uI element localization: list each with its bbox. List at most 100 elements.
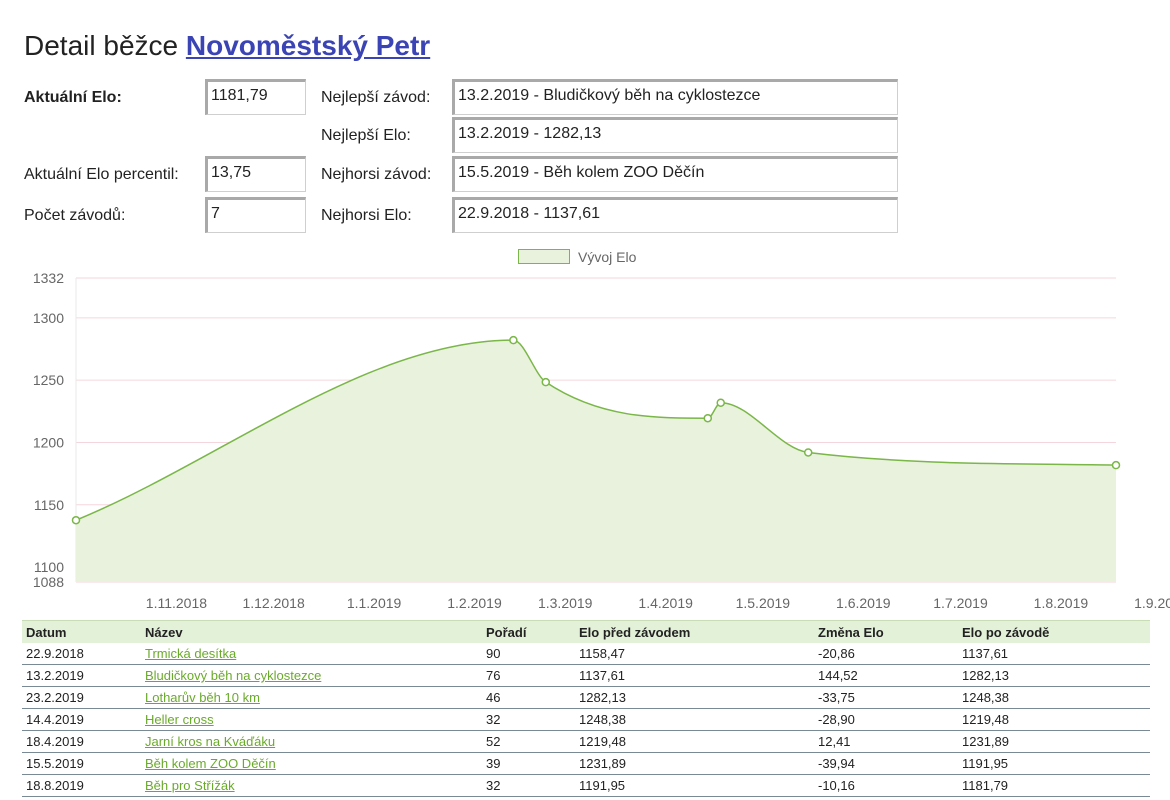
table-cell: 15.5.2019 <box>22 752 141 775</box>
x-tick-label: 1.12.2018 <box>242 595 304 611</box>
page-title: Detail běžce Novoměstský Petr <box>24 30 430 62</box>
table-cell: 76 <box>482 664 575 687</box>
race-name-cell: Běh pro Střížák <box>141 774 482 797</box>
y-tick-label: 1150 <box>34 497 64 513</box>
table-row: 22.9.2018 Trmická desítka 90 1158,47 -20,86 1… <box>22 643 1150 665</box>
x-tick-label: 1.1.2019 <box>347 595 402 611</box>
title-prefix: Detail běžce <box>24 30 179 61</box>
race-name-cell: Běh kolem ZOO Děčín <box>141 752 482 775</box>
table-cell: 22.9.2018 <box>22 643 141 665</box>
table-row: 18.8.2019 Běh pro Střížák 32 1191,95 -10,16 1… <box>22 774 1150 797</box>
table-cell: 32 <box>482 708 575 731</box>
table-cell: 1191,95 <box>958 752 1150 775</box>
table-cell: -28,90 <box>814 708 958 731</box>
column-header: Název <box>141 620 482 643</box>
elo-point <box>541 377 551 387</box>
race-table: Datum Název Pořadí Elo před závodem Změna El… <box>22 620 1150 797</box>
y-tick-label: 1250 <box>33 372 64 388</box>
table-cell: 1158,47 <box>575 643 814 665</box>
best-race-label: Nejlepší závod: <box>321 89 431 106</box>
race-link[interactable]: Běh pro Střížák <box>145 778 235 793</box>
table-row: 23.2.2019 Lotharův běh 10 km 46 1282,13 -33,… <box>22 686 1150 709</box>
runner-name-link[interactable]: Novoměstský Petr <box>185 30 431 61</box>
table-cell: 1231,89 <box>575 752 814 775</box>
table-cell: 18.4.2019 <box>22 730 141 753</box>
race-link[interactable]: Lotharův běh 10 km <box>145 690 260 705</box>
table-cell: 1137,61 <box>575 664 814 687</box>
y-tick-label: 1100 <box>34 559 64 575</box>
legend-label[interactable]: Vývoj Elo <box>578 249 637 265</box>
best-race-field[interactable]: 13.2.2019 - Bludičkový běh na cyklostezc… <box>452 79 898 115</box>
worst-elo-field[interactable]: 22.9.2018 - 1137,61 <box>452 197 898 233</box>
x-tick-label: 1.9.2019 <box>1134 595 1170 611</box>
y-tick-label: 1088 <box>33 574 64 590</box>
race-link[interactable]: Jarní kros na Kváďáku <box>145 734 276 749</box>
x-tick-label: 1.8.2019 <box>1034 595 1089 611</box>
table-cell: 52 <box>482 730 575 753</box>
table-row: 15.5.2019 Běh kolem ZOO Děčín 39 1231,89 -39… <box>22 752 1150 775</box>
race-name-cell: Heller cross <box>141 708 482 731</box>
x-tick-label: 1.6.2019 <box>836 595 891 611</box>
table-cell: 144,52 <box>814 664 958 687</box>
elo-point <box>1111 460 1121 470</box>
table-row: 14.4.2019 Heller cross 32 1248,38 -28,90 1219… <box>22 708 1150 731</box>
column-header: Datum <box>22 620 141 643</box>
elo-percentile-label: Aktuální Elo percentil: <box>24 166 179 183</box>
table-cell: -33,75 <box>814 686 958 709</box>
y-tick-label: 1332 <box>33 270 64 286</box>
table-cell: 1248,38 <box>575 708 814 731</box>
elo-point <box>509 335 518 345</box>
race-name-cell: Trmická desítka <box>141 643 482 665</box>
race-name-cell: Jarní kros na Kváďáku <box>141 730 482 753</box>
table-cell: 14.4.2019 <box>22 708 141 731</box>
table-cell: 1231,89 <box>958 730 1150 753</box>
table-row: 18.4.2019 Jarní kros na Kváďáku 52 1219,48 1… <box>22 730 1150 753</box>
table-cell: -20,86 <box>814 643 958 665</box>
race-link[interactable]: Trmická desítka <box>145 646 237 661</box>
worst-race-field[interactable]: 15.5.2019 - Běh kolem ZOO Děčín <box>452 156 898 192</box>
column-header: Pořadí <box>482 620 575 643</box>
worst-race-label: Nejhorsi závod: <box>321 166 432 183</box>
x-tick-label: 1.7.2019 <box>933 595 988 611</box>
table-cell: 1282,13 <box>958 664 1150 687</box>
column-header: Elo před závodem <box>575 620 814 643</box>
table-cell: 23.2.2019 <box>22 686 141 709</box>
race-count-field[interactable]: 7 <box>205 197 306 233</box>
table-cell: 1248,38 <box>958 686 1150 709</box>
best-elo-label: Nejlepší Elo: <box>321 127 411 144</box>
column-header: Elo po závodě <box>958 620 1150 643</box>
race-link[interactable]: Běh kolem ZOO Děčín <box>145 756 276 771</box>
table-cell: 46 <box>482 686 575 709</box>
race-link[interactable]: Heller cross <box>145 712 214 727</box>
table-cell: -10,16 <box>814 774 958 797</box>
elo-line <box>75 339 1117 521</box>
elo-point <box>703 413 713 423</box>
worst-elo-label: Nejhorsi Elo: <box>321 207 412 224</box>
y-tick-label: 1200 <box>33 434 64 450</box>
x-tick-label: 1.5.2019 <box>736 595 791 611</box>
y-tick-label: 1300 <box>33 310 64 326</box>
table-cell: 39 <box>482 752 575 775</box>
elo-area <box>76 340 1116 582</box>
current-elo-field[interactable]: 1181,79 <box>205 79 306 115</box>
table-row: 13.2.2019 Bludičkový běh na cyklostezce 76… <box>22 664 1150 687</box>
table-cell: 1219,48 <box>958 708 1150 731</box>
race-name-cell: Bludičkový běh na cyklostezce <box>141 664 482 687</box>
table-cell: 1181,79 <box>958 774 1150 797</box>
table-cell: 1282,13 <box>575 686 814 709</box>
race-name-cell: Lotharův běh 10 km <box>141 686 482 709</box>
elo-point <box>803 448 813 457</box>
elo-point <box>716 398 725 407</box>
race-link[interactable]: Bludičkový běh na cyklostezce <box>145 668 322 683</box>
current-elo-label: Aktuální Elo: <box>24 89 122 106</box>
table-cell: 12,41 <box>814 730 958 753</box>
table-cell: 1191,95 <box>575 774 814 797</box>
best-elo-field[interactable]: 13.2.2019 - 1282,13 <box>452 117 898 153</box>
legend-swatch[interactable] <box>518 249 570 264</box>
elo-percentile-field[interactable]: 13,75 <box>205 156 306 192</box>
table-cell: 1219,48 <box>575 730 814 753</box>
table-body: 22.9.2018 Trmická desítka 90 1158,47 -20,86 1… <box>22 643 1150 797</box>
column-header: Změna Elo <box>814 620 958 643</box>
x-tick-label: 1.4.2019 <box>638 595 693 611</box>
